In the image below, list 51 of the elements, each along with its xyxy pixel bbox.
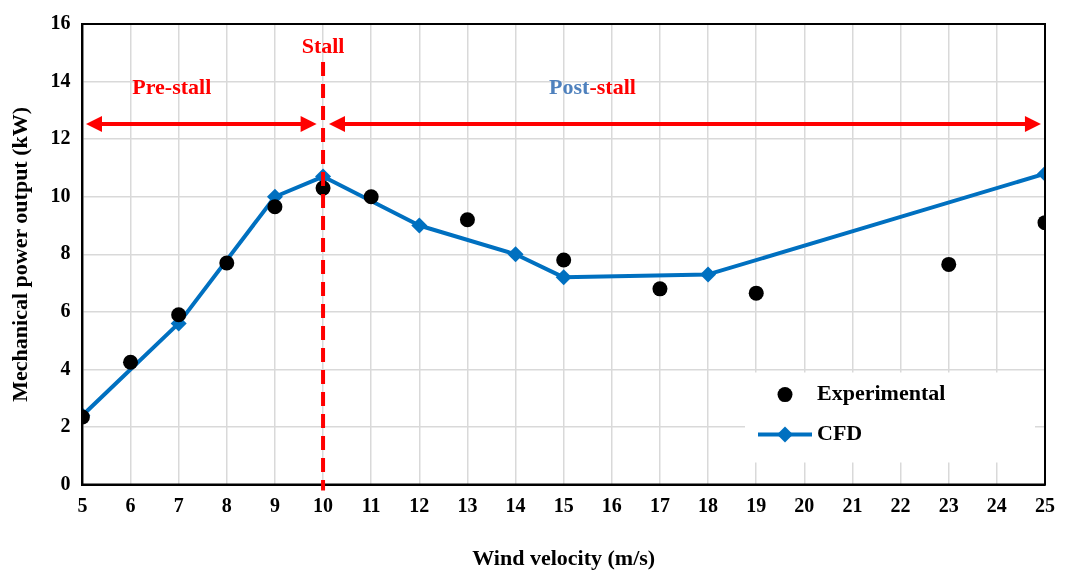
point (459, 212, 475, 228)
x-tick-label: 7 (173, 493, 184, 516)
point (411, 217, 428, 234)
x-tick-label: 23 (938, 493, 959, 516)
x-tick-label: 24 (986, 493, 1007, 516)
x-tick-label: 18 (698, 493, 719, 516)
point (363, 189, 379, 205)
x-tick-label: 21 (842, 493, 863, 516)
point (123, 354, 139, 370)
point (748, 285, 764, 301)
x-tick-label: 17 (649, 493, 670, 516)
point (507, 246, 524, 263)
x-tick-label: 11 (361, 493, 381, 516)
x-tick-label: 8 (221, 493, 232, 516)
x-tick-label: 10 (313, 493, 334, 516)
x-tick-label: 13 (457, 493, 478, 516)
x-tick-label: 25 (1035, 493, 1055, 516)
y-tick-label: 16 (50, 11, 71, 34)
point (219, 255, 235, 271)
point (171, 307, 187, 323)
x-tick-label: 15 (553, 493, 574, 516)
x-tick-label: 22 (890, 493, 911, 516)
y-tick-label: 4 (60, 356, 71, 379)
y-tick-label: 14 (50, 68, 71, 91)
y-tick-label: 0 (60, 471, 71, 494)
ref-line-label: Stall (301, 32, 345, 58)
x-tick-label: 6 (125, 493, 136, 516)
annotation: Pre-stall (132, 74, 212, 100)
legend-label: CFD (817, 420, 863, 446)
x-tick-label: 12 (409, 493, 430, 516)
point (555, 269, 572, 286)
x-tick-label: 16 (601, 493, 622, 516)
x-tick-label: 5 (77, 493, 88, 516)
point (556, 252, 572, 268)
x-tick-label: 20 (794, 493, 815, 516)
point (267, 199, 283, 215)
annotation: Post-stall (549, 74, 636, 100)
y-tick-label: 2 (60, 414, 71, 437)
point (941, 256, 957, 272)
x-tick-label: 19 (746, 493, 767, 516)
y-tick-label: 8 (60, 241, 71, 264)
y-axis-title: Mechanical power output (kW) (6, 106, 32, 402)
y-tick-label: 10 (50, 183, 71, 206)
y-tick-label: 12 (50, 126, 71, 149)
point (652, 281, 668, 297)
x-tick-label: 9 (269, 493, 280, 516)
x-tick-label: 14 (505, 493, 526, 516)
point (700, 266, 717, 283)
y-tick-label: 6 (60, 299, 71, 322)
legend-label: Experimental (817, 380, 946, 406)
x-axis-title: Wind velocity (m/s) (472, 545, 656, 571)
